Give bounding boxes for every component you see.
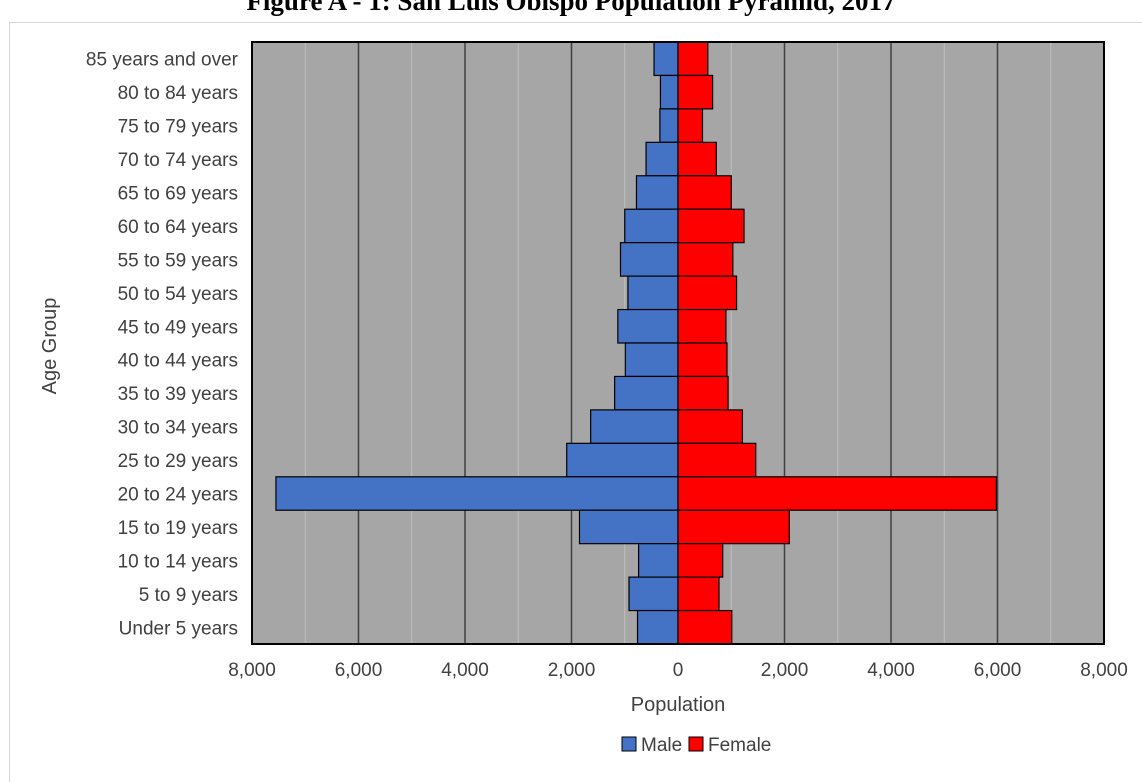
bar-female <box>677 409 744 444</box>
x-tick-label: 0 <box>673 660 684 681</box>
y-tick-label: 45 to 49 years <box>118 317 238 338</box>
bars <box>275 41 998 645</box>
x-tick-label: 2,000 <box>761 660 809 681</box>
bar-female <box>677 442 757 478</box>
bar-male <box>645 141 679 177</box>
y-tick-label: 30 to 34 years <box>118 418 238 439</box>
bar-female <box>677 175 732 210</box>
y-tick-labels: 85 years and over 80 to 84 years 75 to 79 … <box>86 50 239 640</box>
y-tick-label: 25 to 29 years <box>118 451 238 472</box>
bar-male <box>659 74 679 110</box>
y-tick-label: 70 to 74 years <box>118 150 238 171</box>
x-tick-label: 4,000 <box>867 660 915 681</box>
bar-male <box>624 208 679 244</box>
bar-male <box>653 41 679 77</box>
y-tick-label: 35 to 39 years <box>118 384 238 405</box>
bar-male <box>275 476 679 511</box>
bar-male <box>624 342 679 378</box>
x-tick-label: 8,000 <box>228 660 276 681</box>
bar-female <box>677 208 745 244</box>
y-tick-label: 10 to 14 years <box>118 551 238 572</box>
x-tick-label: 4,000 <box>441 660 489 681</box>
y-tick-label: 55 to 59 years <box>118 250 238 271</box>
x-axis-title: Population <box>631 694 726 716</box>
x-tick-label: 8,000 <box>1080 660 1128 681</box>
bar-female <box>677 609 733 645</box>
bar-female <box>677 308 727 344</box>
bar-female <box>677 543 724 578</box>
y-tick-label: 75 to 79 years <box>118 117 238 138</box>
bar-male <box>617 308 679 344</box>
bar-female <box>677 41 709 77</box>
bar-female <box>677 242 734 277</box>
y-axis-title: Age Group <box>39 298 61 395</box>
chart-title: Figure A - 1: San Luis Obispo Population… <box>246 0 896 16</box>
bar-male <box>566 442 679 478</box>
y-tick-label: 80 to 84 years <box>118 83 238 104</box>
bar-female <box>677 108 704 143</box>
bar-male <box>659 108 679 143</box>
y-tick-label: 60 to 64 years <box>118 217 238 238</box>
y-tick-label: 40 to 44 years <box>118 351 238 372</box>
x-tick-label: 6,000 <box>335 660 383 681</box>
bar-male <box>637 543 679 578</box>
legend-swatch-male <box>621 736 637 752</box>
chart-frame <box>9 22 1142 782</box>
x-tick-label: 6,000 <box>974 660 1022 681</box>
bar-female <box>677 74 714 110</box>
bar-female <box>677 141 717 177</box>
bar-male <box>628 576 679 612</box>
bar-female <box>677 576 720 612</box>
legend-label-female: Female <box>708 735 771 756</box>
y-tick-label: 15 to 19 years <box>118 518 238 539</box>
legend-swatch-female <box>688 736 704 752</box>
legend-label-male: Male <box>641 735 682 756</box>
bar-female <box>677 342 728 378</box>
bar-female <box>677 275 738 311</box>
bar-male <box>578 509 679 545</box>
bar-male <box>636 609 679 645</box>
x-tick-label: 2,000 <box>548 660 596 681</box>
legend: Male Female <box>621 735 771 756</box>
y-tick-label: 50 to 54 years <box>118 284 238 305</box>
bar-male <box>590 409 679 444</box>
bar-female <box>677 476 998 511</box>
y-tick-label: 5 to 9 years <box>139 585 238 606</box>
bar-female <box>677 375 729 411</box>
y-tick-label: Under 5 years <box>119 618 238 639</box>
x-tick-labels: 8,000 6,000 4,000 2,000 0 2,000 4,000 6,000 8,00… <box>228 660 1128 681</box>
y-tick-label: 65 to 69 years <box>118 184 238 205</box>
bar-male <box>619 242 679 277</box>
bar-male <box>614 375 679 411</box>
y-tick-label: 85 years and over <box>86 50 239 71</box>
plot-border <box>251 41 1105 645</box>
bar-female <box>677 509 790 545</box>
bar-male <box>635 175 679 210</box>
y-tick-label: 20 to 24 years <box>118 485 238 506</box>
bar-male <box>627 275 679 311</box>
